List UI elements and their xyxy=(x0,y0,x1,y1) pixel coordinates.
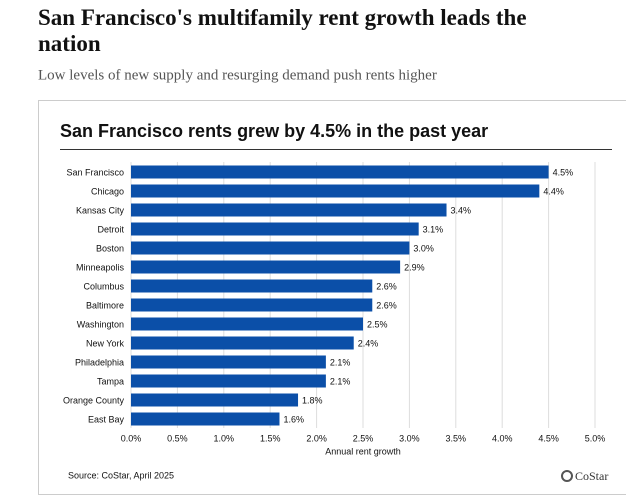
x-tick-label: 0.0% xyxy=(121,433,142,443)
bar xyxy=(131,241,410,255)
y-tick-label: Washington xyxy=(77,319,124,329)
y-tick-label: Boston xyxy=(96,243,124,253)
value-label: 2.4% xyxy=(358,338,379,348)
y-tick-label: Detroit xyxy=(97,224,124,234)
y-tick-label: Chicago xyxy=(91,186,124,196)
y-tick-label: Baltimore xyxy=(86,300,124,310)
bar xyxy=(131,260,401,274)
bar xyxy=(131,355,326,369)
y-tick-label: East Bay xyxy=(88,414,125,424)
x-axis-label: Annual rent growth xyxy=(325,446,401,456)
y-tick-label: New York xyxy=(86,338,125,348)
x-tick-label: 3.5% xyxy=(446,433,467,443)
x-tick-label: 1.0% xyxy=(214,433,235,443)
bar xyxy=(131,412,280,426)
logo-icon xyxy=(561,470,573,482)
bar xyxy=(131,317,363,331)
bar xyxy=(131,374,326,388)
bar xyxy=(131,279,373,293)
value-label: 2.6% xyxy=(376,281,397,291)
value-label: 3.1% xyxy=(423,224,444,234)
value-label: 3.4% xyxy=(451,205,472,215)
logo: CoStar xyxy=(575,469,608,483)
bar xyxy=(131,222,419,236)
value-label: 4.4% xyxy=(543,186,564,196)
value-label: 1.6% xyxy=(283,414,304,424)
value-label: 2.5% xyxy=(367,319,388,329)
y-tick-label: Orange County xyxy=(63,395,125,405)
bar xyxy=(131,165,549,179)
value-label: 1.8% xyxy=(302,395,323,405)
y-tick-label: Philadelphia xyxy=(75,357,124,367)
x-tick-label: 2.5% xyxy=(353,433,374,443)
x-tick-label: 5.0% xyxy=(585,433,606,443)
x-tick-label: 3.0% xyxy=(399,433,420,443)
subheadline: Low levels of new supply and resurging d… xyxy=(38,67,437,83)
y-tick-label: Kansas City xyxy=(76,205,125,215)
y-tick-label: San Francisco xyxy=(66,167,124,177)
bar xyxy=(131,393,299,407)
x-tick-label: 2.0% xyxy=(306,433,327,443)
headline: San Francisco's multifamily rent growth … xyxy=(38,5,527,56)
bar xyxy=(131,203,447,217)
x-tick-label: 0.5% xyxy=(167,433,188,443)
bar xyxy=(131,184,540,198)
value-label: 2.9% xyxy=(404,262,425,272)
chart-title: San Francisco rents grew by 4.5% in the … xyxy=(60,121,488,141)
value-label: 3.0% xyxy=(413,243,434,253)
value-label: 2.1% xyxy=(330,376,351,386)
x-tick-label: 4.0% xyxy=(492,433,513,443)
y-tick-label: Minneapolis xyxy=(76,262,125,272)
x-tick-label: 4.5% xyxy=(538,433,559,443)
y-tick-label: Columbus xyxy=(83,281,124,291)
bar xyxy=(131,298,373,312)
source: Source: CoStar, April 2025 xyxy=(68,470,174,480)
y-tick-label: Tampa xyxy=(97,376,124,386)
bar xyxy=(131,336,354,350)
value-label: 4.5% xyxy=(553,167,574,177)
x-tick-label: 1.5% xyxy=(260,433,281,443)
value-label: 2.6% xyxy=(376,300,397,310)
value-label: 2.1% xyxy=(330,357,351,367)
